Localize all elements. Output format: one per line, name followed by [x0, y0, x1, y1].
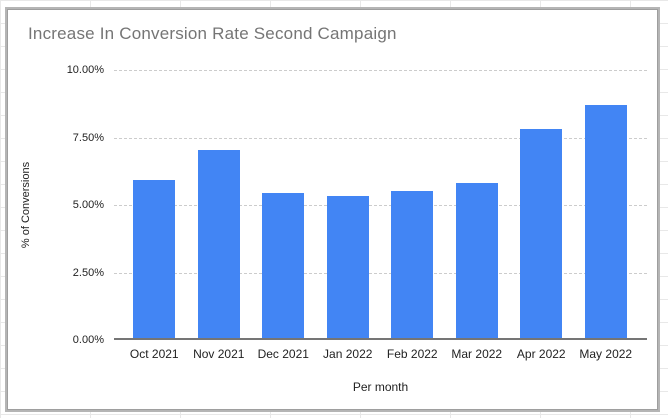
- bar-dec-2021: [262, 193, 305, 338]
- y-axis-tick-labels: 10.00% 7.50% 5.00% 2.50% 0.00%: [37, 64, 104, 346]
- bar-cell: [187, 70, 252, 338]
- x-axis-tick-labels: Oct 2021 Nov 2021 Dec 2021 Jan 2022 Feb 2022…: [122, 347, 638, 361]
- y-axis-tick-label: 7.50%: [72, 131, 104, 144]
- x-axis-title: Per month: [352, 380, 409, 394]
- plot-area: [114, 70, 647, 340]
- bar-feb-2022: [391, 190, 434, 338]
- x-axis-tick-label: Nov 2021: [193, 347, 245, 361]
- y-axis-tick-label: 0.00%: [72, 334, 104, 346]
- gridline: [114, 205, 647, 206]
- bar-cell: [380, 70, 445, 338]
- bar-cell: [509, 70, 574, 338]
- bar-may-2022: [584, 104, 627, 338]
- x-axis-tick-label: Feb 2022: [386, 347, 438, 361]
- y-axis-tick-label: 10.00%: [66, 64, 104, 76]
- y-axis-title: % of Conversions: [20, 161, 32, 249]
- y-axis-tick-label: 5.00%: [72, 199, 104, 211]
- gridline: [114, 70, 647, 71]
- bar-series: [122, 70, 638, 338]
- chart-title: Increase In Conversion Rate Second Campa…: [28, 24, 397, 43]
- bar-mar-2022: [455, 182, 498, 338]
- bar-oct-2021: [133, 179, 176, 338]
- x-axis-tick-label: May 2022: [579, 347, 633, 361]
- x-axis-tick-label: Dec 2021: [257, 347, 309, 361]
- x-axis-tick-label: Oct 2021: [129, 347, 179, 361]
- bar-jan-2022: [326, 195, 369, 338]
- bar-cell: [445, 70, 510, 338]
- bar-apr-2022: [520, 128, 563, 338]
- y-axis-tick-label: 2.50%: [72, 266, 104, 279]
- bar-nov-2021: [197, 150, 240, 338]
- bar-cell: [316, 70, 381, 338]
- gridline: [114, 137, 647, 139]
- gridline: [114, 272, 647, 274]
- bar-cell: [122, 70, 187, 338]
- x-axis-tick-label: Apr 2022: [516, 347, 566, 361]
- x-axis-tick-label: Mar 2022: [451, 347, 503, 361]
- bar-cell: [251, 70, 316, 338]
- x-axis-tick-label: Jan 2022: [323, 347, 373, 361]
- chart-card[interactable]: Increase In Conversion Rate Second Campa…: [5, 7, 660, 412]
- bar-cell: [574, 70, 639, 338]
